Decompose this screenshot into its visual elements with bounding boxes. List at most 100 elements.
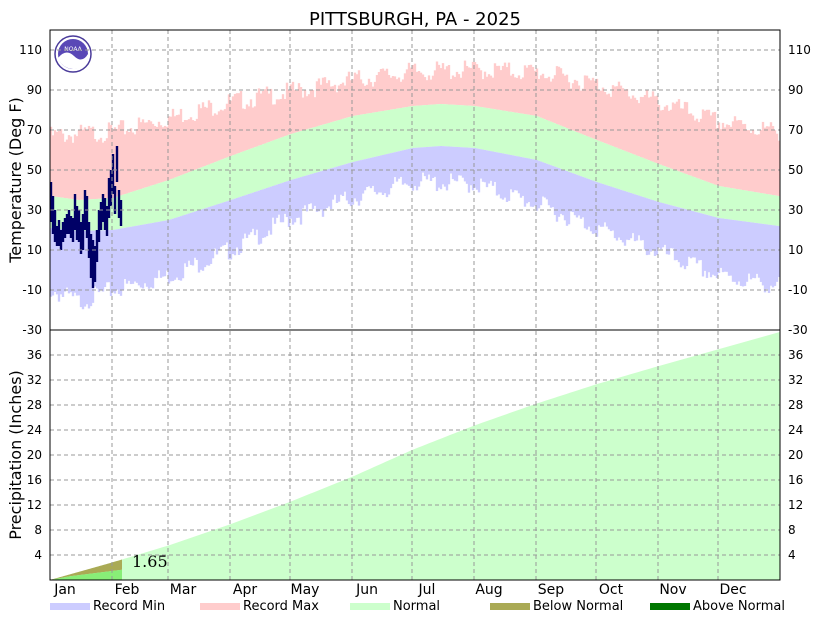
record-min-bar [163,220,167,277]
record-max-bar [339,83,343,120]
record-min-bar [419,147,423,182]
record-max-bar [95,141,99,199]
record-max-bar [341,82,345,119]
record-min-bar [465,147,469,184]
normal-bar [149,185,153,224]
record-min-bar [593,181,597,234]
observed-temp-bar [49,182,53,222]
normal-bar [231,155,235,200]
record-min-bar [449,146,453,174]
precip-tick-label-right: 8 [788,523,796,537]
record-min-bar [249,193,253,233]
month-label: Apr [233,582,257,598]
normal-bar [417,105,421,148]
record-min-bar [189,212,193,265]
normal-bar [477,106,481,149]
observed-temp-bar [73,194,77,230]
normal-bar [553,123,557,167]
record-max-bar [263,89,267,144]
normal-bar [569,129,573,173]
record-min-bar [601,183,605,227]
normal-bar [297,131,301,178]
record-min-bar [409,148,413,188]
record-max-bar [283,98,287,137]
record-max-bar [343,85,347,119]
record-max-bar [661,109,665,166]
normal-bar [709,183,713,216]
record-max-bar [401,79,405,108]
record-max-bar [447,65,451,105]
temp-tick-label-left: -10 [22,283,42,297]
normal-bar [279,137,283,184]
observed-temp-bar [67,210,71,234]
record-max-bar [145,122,149,188]
normal-bar [523,114,527,158]
record-min-bar [501,153,505,200]
record-max-bar [705,109,709,182]
record-max-bar [507,62,511,112]
record-max-bar [617,81,621,149]
record-min-bar [135,225,139,283]
record-max-bar [87,125,91,200]
record-min-bar [451,146,455,180]
record-min-bar [693,211,697,258]
record-max-bar [187,119,191,173]
record-max-bar [117,124,121,197]
record-max-bar [347,71,351,118]
record-min-bar [401,150,405,185]
record-max-bar [539,75,543,118]
observed-temp-bar [85,196,89,238]
record-min-bar [629,192,633,239]
record-min-bar [203,208,207,268]
record-max-bar [711,112,715,184]
record-max-bar [229,100,233,156]
record-max-bar [175,115,179,177]
record-min-bar [209,206,213,264]
record-min-bar [617,189,621,238]
record-min-bar [267,187,271,231]
normal-bar [295,132,299,179]
normal-bar [697,178,701,213]
temp-tick-label-left: 70 [27,123,42,137]
record-min-bar [339,165,343,195]
record-min-bar [467,147,471,193]
normal-bar [583,135,587,178]
normal-bar [95,198,99,231]
normal-bar [735,189,739,221]
record-max-bar [193,121,197,170]
record-min-bar [185,214,189,267]
record-max-bar [465,66,469,106]
record-max-bar [209,102,213,164]
normal-bar [221,159,225,203]
record-max-bar [553,75,557,124]
normal-bar [217,160,221,204]
normal-bar [321,124,325,171]
normal-bar [557,124,561,169]
record-max-bar [359,79,363,115]
record-min-bar [611,187,615,231]
normal-bar [425,105,429,147]
record-min-bar [527,158,531,202]
record-max-bar [607,93,611,145]
record-max-bar [389,77,393,110]
normal-bar [585,136,589,179]
normal-bar [91,199,95,231]
record-min-bar [375,156,379,195]
record-min-bar [101,230,105,292]
record-max-bar [213,113,217,163]
record-min-bar [473,148,477,188]
legend-label: Record Min [93,599,165,614]
record-max-bar [89,127,93,200]
normal-bar [355,115,359,162]
record-min-bar [439,146,443,190]
record-max-bar [589,80,593,138]
record-min-bar [115,229,119,290]
normal-bar [609,145,613,187]
record-max-bar [645,89,649,160]
legend-swatch [650,603,690,610]
normal-bar [215,161,219,205]
record-min-bar [655,201,659,256]
normal-bar [467,105,471,148]
record-min-bar [295,178,299,218]
normal-bar [169,179,173,220]
